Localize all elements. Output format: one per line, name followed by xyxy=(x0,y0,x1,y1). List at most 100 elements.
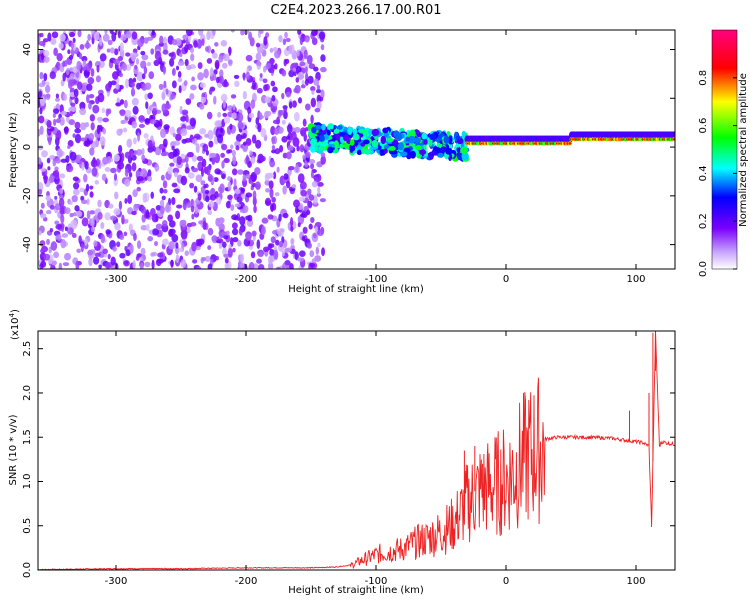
heatmap-cell xyxy=(257,251,264,258)
heatmap-cell xyxy=(54,136,60,147)
heatmap-cell xyxy=(38,128,41,137)
heatmap-cell xyxy=(259,155,266,162)
heatmap-cell xyxy=(47,166,51,171)
heatmap-cell xyxy=(181,109,189,116)
heatmap-cell xyxy=(318,31,326,40)
heatmap-cell xyxy=(138,123,145,129)
heatmap-cell xyxy=(223,158,230,164)
heatmap-cell xyxy=(242,72,246,79)
heatmap-cell xyxy=(41,150,48,158)
heatmap-cell xyxy=(184,250,189,256)
heatmap-cell xyxy=(191,154,198,162)
heatmap-cell xyxy=(102,117,109,123)
heatmap-cell xyxy=(184,166,190,174)
heatmap-cell xyxy=(256,61,262,67)
heatmap-cell xyxy=(306,209,311,216)
heatmap-cell xyxy=(433,147,441,152)
heatmap-cell xyxy=(159,187,164,194)
heatmap-cell xyxy=(455,142,461,148)
heatmap-cell xyxy=(94,179,99,185)
colorbar-scale xyxy=(711,29,738,270)
heatmap-cell xyxy=(63,126,69,133)
heatmap-cell xyxy=(162,49,169,55)
heatmap-cell xyxy=(180,153,186,160)
heatmap-cell xyxy=(206,58,213,64)
heatmap-cell xyxy=(170,93,176,100)
heatmap-cell xyxy=(236,196,243,203)
heatmap-cell xyxy=(154,50,162,61)
heatmap-cell xyxy=(90,122,95,131)
heatmap-cell xyxy=(264,197,272,207)
heatmap-cell xyxy=(206,111,213,120)
heatmap-cell xyxy=(299,181,307,190)
heatmap-cell xyxy=(52,112,56,118)
heatmap-cell xyxy=(320,54,326,62)
heatmap-cell xyxy=(437,152,444,158)
heatmap-cell xyxy=(116,241,121,248)
heatmap-cell xyxy=(204,133,210,138)
heatmap-cell xyxy=(407,135,416,144)
heatmap-cell xyxy=(131,162,137,172)
heatmap-cell xyxy=(186,202,192,209)
heatmap-cell xyxy=(56,148,63,159)
y-tick-label: 2.0 xyxy=(22,385,33,401)
heatmap-cell xyxy=(293,87,299,93)
heatmap-cell xyxy=(306,54,313,65)
heatmap-cell xyxy=(429,133,437,141)
heatmap-cell xyxy=(151,30,155,36)
heatmap-cell xyxy=(320,66,327,73)
snr-panel: -300 -200 -100 0 100 0.0 0.5 1.0 1.5 2.0 2.5 Heig… xyxy=(8,309,676,596)
heatmap-cell xyxy=(371,128,380,136)
heatmap-cell xyxy=(310,97,317,108)
heatmap-cell xyxy=(249,150,253,156)
x-tick-label: 0 xyxy=(503,576,509,587)
heatmap-cell xyxy=(231,222,238,230)
x-tick-label: -300 xyxy=(105,576,128,587)
heatmap-cell xyxy=(352,128,358,135)
heatmap-cell xyxy=(124,78,130,89)
heatmap-cell xyxy=(310,144,316,153)
heatmap-cell xyxy=(198,220,204,225)
heatmap-cell xyxy=(279,175,286,186)
heatmap-cell xyxy=(213,69,218,75)
heatmap-cell xyxy=(110,256,116,266)
heatmap-cell xyxy=(250,99,256,110)
heatmap-cell xyxy=(59,33,66,42)
heatmap-cell xyxy=(148,71,155,80)
heatmap-cell xyxy=(122,127,128,133)
heatmap-cell xyxy=(245,137,252,146)
heatmap-cell xyxy=(208,140,214,148)
heatmap-cell xyxy=(132,77,137,83)
heatmap-cell xyxy=(71,195,78,203)
heatmap-cell xyxy=(284,58,290,64)
heatmap-cell xyxy=(421,132,428,140)
heatmap-cell xyxy=(141,54,149,61)
heatmap-cell xyxy=(308,63,316,70)
heatmap-cell xyxy=(138,115,145,122)
heatmap-cell xyxy=(114,191,119,200)
heatmap-cell xyxy=(301,80,305,85)
heatmap-cell xyxy=(197,62,203,70)
heatmap-cell xyxy=(214,59,220,70)
heatmap-cell xyxy=(61,233,69,238)
heatmap-cell xyxy=(105,83,112,92)
heatmap-cell xyxy=(147,236,154,242)
heatmap-cell xyxy=(287,124,293,134)
heatmap-cell xyxy=(140,50,146,56)
heatmap-cell xyxy=(184,58,189,67)
heatmap-cell xyxy=(238,226,243,236)
heatmap-cell xyxy=(167,214,174,222)
heatmap-cell xyxy=(38,164,43,170)
x-tick-label: 100 xyxy=(626,576,645,587)
heatmap-cell xyxy=(223,116,231,124)
heatmap-cell xyxy=(320,44,325,51)
heatmap-cell xyxy=(213,95,217,105)
heatmap-cell xyxy=(225,200,231,209)
heatmap-cell xyxy=(59,188,64,195)
heatmap-cell xyxy=(208,200,215,208)
heatmap-cell xyxy=(142,192,148,203)
heatmap-cell xyxy=(258,30,264,35)
heatmap-cell xyxy=(313,66,319,72)
heatmap-cell xyxy=(423,139,428,145)
heatmap-cell xyxy=(224,257,229,264)
